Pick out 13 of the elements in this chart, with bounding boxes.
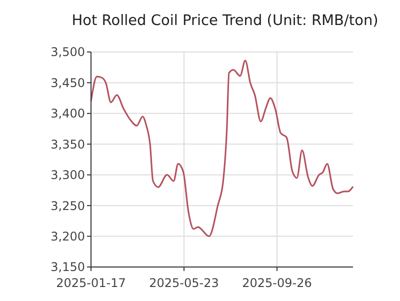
x-tick-label: 2025-09-26 bbox=[242, 276, 312, 290]
y-tick-label: 3,250 bbox=[50, 198, 85, 213]
y-tick-label: 3,300 bbox=[50, 168, 85, 182]
y-tick-label: 3,450 bbox=[50, 76, 85, 90]
y-tick-label: 3,500 bbox=[50, 45, 85, 60]
line-series bbox=[90, 60, 354, 238]
y-tick-label: 3,350 bbox=[50, 137, 85, 152]
x-tick-label: 2025-01-17 bbox=[56, 276, 126, 290]
y-tick-label: 3,400 bbox=[50, 106, 85, 121]
y-tick-label: 3,150 bbox=[50, 260, 85, 274]
x-tick-label: 2025-05-23 bbox=[149, 276, 219, 290]
chart-title: Hot Rolled Coil Price Trend (Unit: RMB/ton) bbox=[72, 13, 378, 29]
y-tick-label: 3,200 bbox=[50, 229, 85, 244]
